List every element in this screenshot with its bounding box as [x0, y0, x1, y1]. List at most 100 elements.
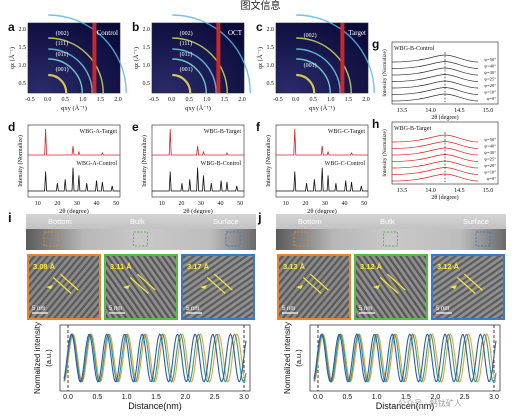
x-axis-label: 2θ (degree) — [431, 194, 458, 201]
x-tick-label: 30 — [322, 201, 328, 207]
peak-label: (111) — [180, 40, 193, 47]
psi-label: ψ=40° — [484, 144, 496, 149]
hrtem-image: 3.08 Å 5 nm — [27, 254, 101, 320]
x-tick-label: 10 — [35, 201, 41, 207]
x-tick-label: 1.0 — [203, 97, 211, 103]
arrow-icon — [46, 285, 53, 289]
zoom-box — [383, 231, 398, 247]
profile-y-label-unit: (a.u.) — [44, 349, 53, 367]
psi-label: ψ=50° — [484, 137, 496, 142]
x-tick-label: 2.0 — [238, 97, 246, 103]
spacing-marker — [137, 273, 156, 291]
x-tick-label: 14.5 — [454, 108, 465, 114]
xrd-control-label: WBG-A-Control — [76, 161, 117, 167]
x-tick-label: 13.5 — [397, 188, 408, 194]
x-axis-label: 2θ (degree) — [307, 208, 337, 215]
x-tick-label: 1.5 — [401, 394, 411, 401]
x-tick-label: 2.5 — [210, 394, 220, 401]
diffraction-ring — [48, 73, 68, 94]
xrd-target-trace — [152, 128, 244, 156]
spacing-marker — [456, 276, 476, 294]
x-axis-label: qxy (Å⁻¹) — [309, 104, 335, 112]
tilt-curve — [391, 61, 479, 69]
x-tick-label: 14.5 — [454, 188, 465, 194]
tilt-panel-g: g WBG-B-Control ψ=50° ψ=40°ψ=30° ψ=25°ψ=20° ψ… — [372, 37, 499, 121]
diffraction-ring — [172, 37, 228, 94]
y-axis-label: Intensity (Normalize) — [17, 135, 24, 187]
diffraction-ring — [296, 58, 331, 94]
spacing-marker — [129, 276, 149, 294]
x-axis-label: qxy (Å⁻¹) — [61, 104, 87, 112]
spacing-marker — [302, 276, 322, 294]
spacing-marker — [379, 276, 399, 294]
panel-letter-g: g — [372, 37, 379, 51]
diffraction-ring — [172, 48, 217, 94]
hrtem-image: 3.11 Å 5 nm — [104, 254, 178, 320]
spacing-marker — [310, 273, 329, 291]
hrtem-image: 3.13 Å 5 nm — [277, 254, 351, 320]
x-tick-label: 0.0 — [292, 97, 300, 103]
tem-crosssection — [26, 229, 256, 250]
diffraction-ring — [48, 37, 104, 94]
xrd-target-label: WBG-A-Target — [80, 129, 118, 135]
xrd-target-label: WBG-B-Target — [204, 129, 241, 135]
xrd-panel-f: f WBG-C-Target WBG-C-Control Intensity (Nor… — [256, 120, 369, 215]
region-label: Surface — [213, 217, 239, 226]
x-tick-label: 30 — [198, 201, 204, 207]
panel-letter-b: b — [132, 20, 139, 34]
xrd-axes — [275, 124, 369, 198]
scale-label: 5 nm — [32, 306, 45, 312]
diffraction-ring — [296, 73, 316, 94]
y-tick-label: 1.0 — [267, 63, 275, 69]
panel-letter-e: e — [132, 120, 139, 134]
x-tick-label: 2.0 — [114, 97, 122, 103]
diffraction-ring — [172, 58, 207, 94]
xrd-target-trace — [28, 128, 120, 156]
scale-label: 5 nm — [109, 306, 122, 312]
x-tick-label: 1.0 — [327, 97, 335, 103]
psi-label: ψ=40° — [484, 64, 496, 69]
psi-label: ψ=20° — [484, 163, 496, 168]
diffraction-ring — [172, 14, 251, 94]
psi-label: ψ=20° — [484, 83, 496, 88]
y-axis-label: qz (Å⁻¹) — [256, 47, 264, 69]
profile-x-label: Distancen(nm) — [376, 401, 435, 411]
peak-label: (002) — [56, 30, 69, 37]
panel-letter-h: h — [372, 117, 379, 131]
lattice-spacing-label: 3.11 Å — [110, 262, 132, 271]
x-axis-label: 2θ (degree) — [431, 114, 458, 121]
region-label: Bottom — [48, 217, 72, 226]
y-tick-label: 2.0 — [143, 27, 151, 33]
x-tick-label: 1.5 — [97, 97, 105, 103]
zoom-box — [293, 231, 309, 247]
profile-y-label: Normalized intensity — [283, 322, 292, 394]
x-tick-label: 2.0 — [430, 394, 440, 401]
hrtem-image: 3.12 Å 5 nm — [354, 254, 428, 320]
hrtem-image: 3.17 Å 5 nm — [181, 254, 255, 320]
x-tick-label: 2.0 — [180, 394, 190, 401]
y-tick-label: 0.5 — [19, 81, 27, 87]
figure-header-title: 图文信息 — [240, 1, 281, 12]
region-label: Bulk — [380, 217, 395, 226]
tem-crosssection — [276, 229, 506, 250]
peak-label: (001) — [180, 66, 193, 73]
x-tick-label: 1.0 — [122, 394, 132, 401]
giwaxs-condition-tag: OCT — [228, 29, 243, 37]
tilt-panel-title: WBG-B-Control — [394, 46, 435, 52]
lattice-spacing-label: 3.12 Å — [360, 262, 383, 271]
x-tick-label: 14.0 — [425, 108, 436, 114]
y-axis-label: Intensity (Normalize) — [381, 49, 388, 97]
arrow-icon — [373, 285, 380, 289]
peak-label: (111) — [56, 40, 69, 47]
x-tick-label: 0.5 — [309, 97, 317, 103]
psi-label: ψ=50° — [484, 57, 496, 62]
y-axis-label: Intensity (Normalize) — [381, 129, 388, 177]
x-tick-label: 15.0 — [483, 108, 494, 114]
x-tick-label: 0.0 — [168, 97, 176, 103]
xrd-target-label: WBG-C-Target — [328, 129, 365, 135]
detector-gap — [340, 23, 345, 93]
profile-x-label: Distance(nm) — [128, 401, 182, 411]
giwaxs-panel-a: a (002) (111) (011) (001) Control 2.0 1.5 1.0 0.5… — [8, 14, 127, 112]
zoom-box — [225, 231, 241, 247]
